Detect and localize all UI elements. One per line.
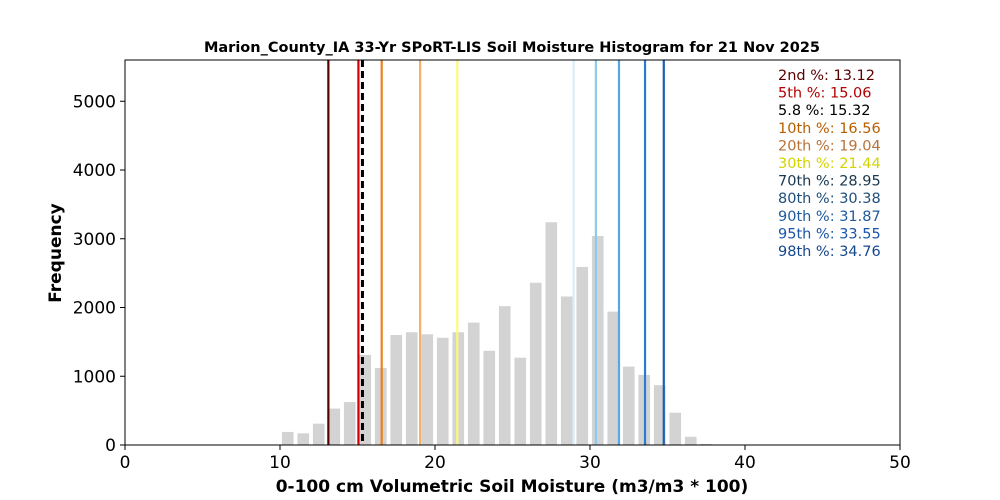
histogram-bar-18: [560, 296, 573, 445]
legend-entry-6: 70th %: 28.95: [778, 174, 881, 190]
histogram-bar-25: [669, 412, 682, 445]
histogram-bar-15: [514, 357, 527, 445]
histogram-bar-27: [700, 443, 713, 445]
histogram-bar-5: [359, 354, 372, 445]
y-tick-label-2: 2000: [73, 299, 116, 319]
histogram-bar-14: [498, 306, 511, 445]
y-axis-ticks: 0 1000 2000 3000 4000 5000: [73, 92, 125, 456]
histogram-bar-24: [653, 385, 666, 445]
x-tick-label-0: 0: [120, 453, 131, 473]
y-tick-label-0: 0: [105, 436, 116, 456]
histogram-bar-20: [591, 236, 604, 445]
x-tick-label-5: 50: [889, 453, 911, 473]
x-tick-label-1: 10: [269, 453, 291, 473]
histogram-bar-17: [545, 222, 558, 445]
legend-entry-2: 5.8 %: 15.32: [778, 103, 870, 119]
legend-entry-5: 30th %: 21.44: [778, 156, 881, 172]
legend-entry-4: 20th %: 19.04: [778, 138, 881, 154]
histogram-bar-13: [483, 350, 496, 445]
y-tick-label-3: 3000: [73, 230, 116, 250]
legend-entry-7: 80th %: 30.38: [778, 191, 881, 207]
histogram-bar-21: [607, 311, 620, 445]
histogram-bar-0: [281, 431, 294, 445]
legend-entry-10: 98th %: 34.76: [778, 244, 881, 260]
x-tick-label-2: 20: [424, 453, 446, 473]
histogram-bar-10: [436, 337, 449, 445]
histogram-bar-7: [390, 335, 403, 445]
plot-frame: [124, 59, 901, 446]
legend-entry-3: 10th %: 16.56: [778, 121, 881, 137]
histogram-bar-26: [684, 436, 697, 445]
percentile-lines: [327, 60, 665, 445]
x-tick-label-3: 30: [579, 453, 601, 473]
legend-entry-1: 5th %: 15.06: [778, 86, 872, 102]
histogram-bar-8: [405, 332, 418, 445]
histogram-bar-4: [343, 402, 356, 445]
histogram-bar-12: [467, 322, 480, 445]
histogram-bar-22: [622, 366, 635, 445]
y-tick-label-4: 4000: [73, 161, 116, 181]
x-axis-label: 0-100 cm Volumetric Soil Moisture (m3/m3…: [276, 477, 749, 497]
histogram-bar-16: [529, 282, 542, 445]
histogram-bar-3: [328, 408, 341, 445]
histogram-bar-1: [297, 433, 310, 445]
x-axis-ticks: 0 10 20 30 40 50: [120, 445, 911, 473]
chart-title: Marion_County_IA 33-Yr SPoRT-LIS Soil Mo…: [204, 40, 820, 56]
histogram-bar-2: [312, 423, 325, 445]
percentile-legend: 2nd %: 13.12 5th %: 15.065.8 %: 15.32 10th…: [778, 68, 881, 260]
histogram-bar-9: [421, 334, 434, 445]
histogram-bar-19: [576, 266, 589, 445]
legend-entry-0: 2nd %: 13.12: [778, 68, 875, 84]
legend-entry-9: 95th %: 33.55: [778, 226, 881, 242]
legend-entry-8: 90th %: 31.87: [778, 209, 881, 225]
y-tick-label-1: 1000: [73, 367, 116, 387]
x-tick-label-4: 40: [734, 453, 756, 473]
y-tick-label-5: 5000: [73, 92, 116, 112]
y-axis-label: Frequency: [46, 203, 66, 303]
